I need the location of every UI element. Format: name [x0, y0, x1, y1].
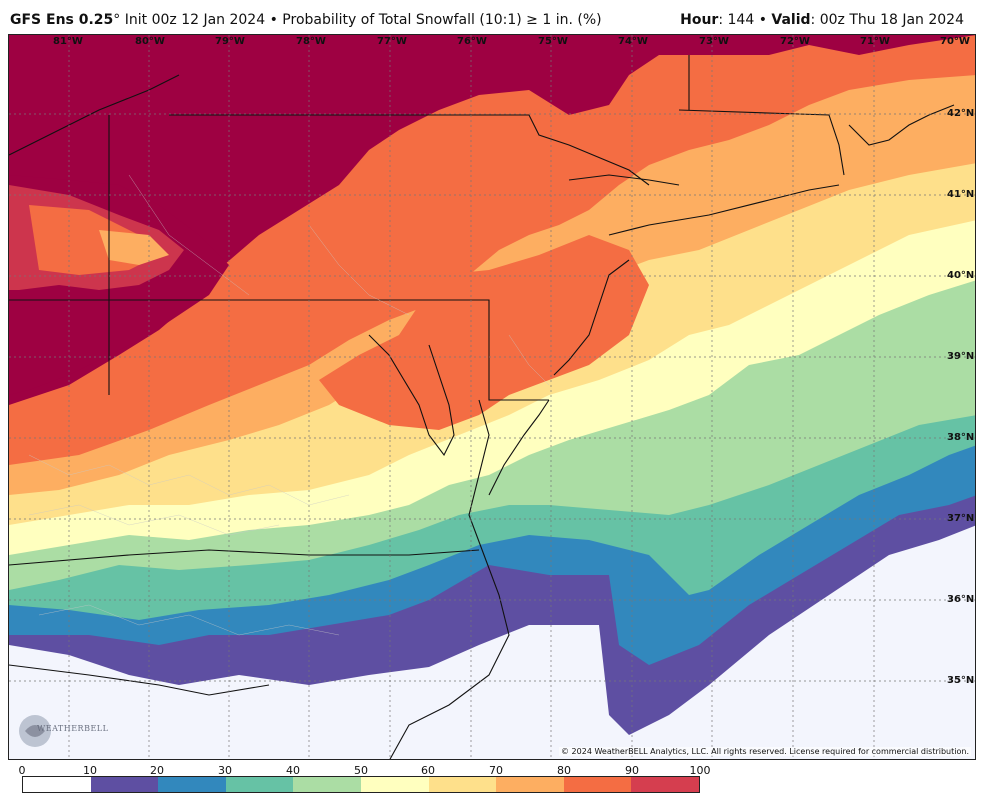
colorbar-segment: [360, 777, 429, 792]
logo-text: WEATHERBELL: [37, 724, 109, 733]
colorbar-segment: [90, 777, 159, 792]
colorbar-segment: [23, 777, 91, 792]
lon-label: 80°W: [135, 36, 165, 47]
colorbar-tick: 40: [286, 764, 300, 777]
valid-time-info: Hour: 144 • Valid: 00z Thu 18 Jan 2024: [680, 12, 964, 28]
colorbar-segment: [631, 777, 699, 792]
lon-label: 79°W: [215, 36, 245, 47]
colorbar-segment: [293, 777, 361, 792]
title-bar: GFS Ens 0.25° Init 00z 12 Jan 2024 • Pro…: [0, 0, 984, 34]
lon-label: 75°W: [538, 36, 568, 47]
colorbar-tick: 90: [625, 764, 639, 777]
colorbar-segment: [428, 777, 497, 792]
lat-label: 37°N: [947, 513, 975, 524]
product-name: Probability of Total Snowfall (10:1): [282, 12, 522, 28]
hour-label: Hour: [680, 12, 719, 28]
map-title: GFS Ens 0.25° Init 00z 12 Jan 2024 • Pro…: [10, 12, 602, 28]
copyright-notice: © 2024 WeatherBELL Analytics, LLC. All r…: [559, 747, 971, 756]
snowfall-probability-map: [9, 35, 975, 759]
lat-label: 35°N: [947, 675, 975, 686]
lon-label: 74°W: [618, 36, 648, 47]
map-panel: 81°W 80°W 79°W 78°W 77°W 76°W 75°W 74°W …: [8, 34, 976, 760]
hour-value: : 144: [718, 12, 755, 28]
lon-label: 76°W: [457, 36, 487, 47]
colorbar-tick: 20: [150, 764, 164, 777]
logo-emblem-icon: [19, 715, 51, 747]
lat-label: 38°N: [947, 432, 975, 443]
colorbar-segment: [563, 777, 632, 792]
colorbar-tick: 50: [354, 764, 368, 777]
weatherbell-logo: WEATHERBELL: [15, 711, 109, 751]
threshold: ≥ 1 in. (%): [526, 12, 602, 28]
valid-label: Valid: [771, 12, 811, 28]
lon-label: 81°W: [53, 36, 83, 47]
init-time: Init 00z 12 Jan 2024: [124, 12, 266, 28]
lat-label: 39°N: [947, 351, 975, 362]
lon-label: 71°W: [860, 36, 890, 47]
lat-label: 41°N: [947, 189, 975, 200]
colorbar-tick: 70: [489, 764, 503, 777]
valid-bullet: •: [758, 12, 767, 28]
colorbar-segment: [158, 777, 226, 792]
colorbar-tick: 100: [689, 764, 711, 777]
lon-label: 72°W: [780, 36, 810, 47]
colorbar-segment: [225, 777, 294, 792]
colorbar-segment: [496, 777, 564, 792]
lon-label: 73°W: [699, 36, 729, 47]
colorbar-tick: 80: [557, 764, 571, 777]
lat-label: 36°N: [947, 594, 975, 605]
colorbar-tick: 60: [421, 764, 435, 777]
lon-label: 70°W: [940, 36, 970, 47]
colorbar-tick: 10: [83, 764, 97, 777]
title-bullet: •: [269, 12, 278, 28]
colorbar-tick: 0: [18, 764, 26, 777]
lat-label: 40°N: [947, 270, 975, 281]
degree-symbol: °: [113, 12, 121, 28]
valid-value: : 00z Thu 18 Jan 2024: [810, 12, 964, 28]
model-name: GFS Ens 0.25: [10, 12, 114, 28]
lon-label: 77°W: [377, 36, 407, 47]
lon-label: 78°W: [296, 36, 326, 47]
colorbar-tick: 30: [218, 764, 232, 777]
lat-label: 42°N: [947, 108, 975, 119]
colorbar: [22, 776, 700, 793]
